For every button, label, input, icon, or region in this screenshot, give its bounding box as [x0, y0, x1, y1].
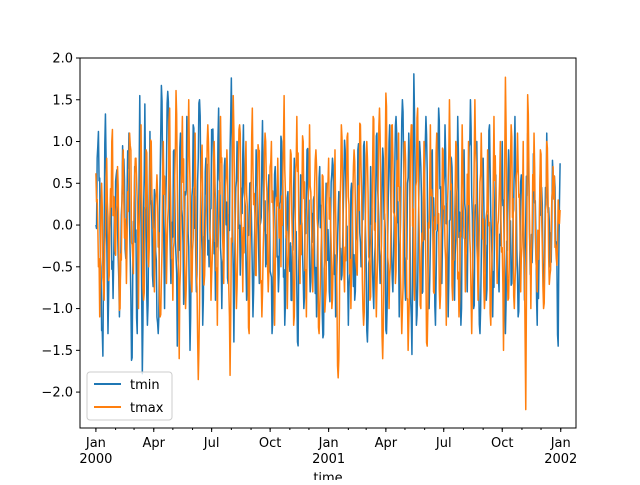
x-tick-label: Apr	[375, 436, 398, 451]
x-axis-label: time	[313, 471, 342, 480]
x-tick-year-label: 2002	[544, 452, 577, 467]
x-tick-label: Jul	[203, 436, 220, 451]
series-line-tmin	[95, 73, 561, 375]
y-tick-label: −2.0	[41, 386, 73, 401]
x-tick-label: Oct	[491, 436, 513, 451]
x-tick-label: Jan	[550, 436, 571, 451]
y-tick-label: 0.5	[52, 177, 73, 192]
y-tick-label: 1.5	[52, 93, 73, 108]
legend-label-tmin: tmin	[130, 378, 160, 393]
y-tick-label: 0.0	[52, 219, 73, 234]
x-tick-label: Jan	[85, 436, 106, 451]
x-tick-label: Jul	[435, 436, 452, 451]
x-tick-label: Apr	[143, 436, 166, 451]
plot-frame	[79, 57, 577, 429]
x-tick-year-label: 2001	[312, 452, 345, 467]
x-tick-year-label: 2000	[79, 452, 112, 467]
legend-label-tmax: tmax	[130, 401, 164, 416]
plot-area	[95, 73, 561, 411]
y-axis: 2.0 1.5 1.0 0.5 0.0 −0.5 −1.0 −1.5 −2.0	[41, 52, 80, 401]
series-line-tmax	[95, 76, 561, 411]
y-tick-label: 2.0	[52, 52, 73, 67]
x-tick-label: Oct	[259, 436, 281, 451]
y-tick-label: 1.0	[52, 135, 73, 150]
legend: tmin tmax	[86, 371, 173, 421]
y-tick-label: −1.0	[41, 302, 73, 317]
x-tick-label: Jan	[318, 436, 339, 451]
y-tick-label: −1.5	[41, 344, 73, 359]
y-tick-label: −0.5	[41, 260, 73, 275]
